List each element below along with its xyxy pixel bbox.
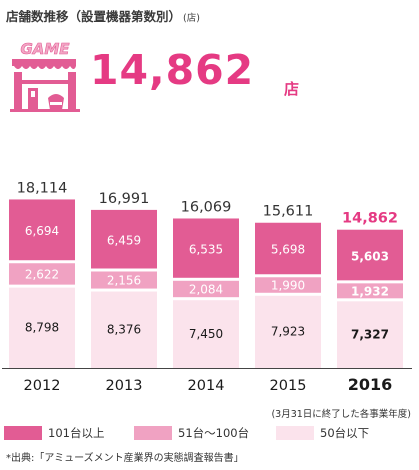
- segment-separator: [91, 288, 157, 292]
- legend-item-top: 101台以上: [4, 424, 104, 442]
- x-tick-label: 2013: [106, 378, 143, 394]
- segment-separator: [255, 274, 321, 278]
- bar-value-label: 5,698: [271, 243, 305, 257]
- segment-separator: [173, 297, 239, 301]
- bar-segment: [9, 286, 75, 368]
- fiscal-year-note: (3月31日に終了した各事業年度): [271, 409, 411, 420]
- bar-value-label: 7,923: [271, 325, 305, 339]
- bar-segment: [173, 218, 239, 280]
- bar-value-label: 6,694: [25, 224, 59, 238]
- chart-legend: 101台以上 51台〜100台 50台以下: [4, 424, 416, 444]
- source-note: *出典:「アミューズメント産業界の実態調査報告書」: [6, 453, 244, 464]
- bar-value-label: 6,459: [107, 233, 141, 247]
- legend-item-low: 50台以下: [276, 424, 369, 442]
- bar-value-label: 2,156: [107, 274, 141, 288]
- bar-segment: [91, 269, 157, 291]
- x-tick-label: 2016: [348, 375, 393, 394]
- bar-segment: [337, 281, 403, 300]
- bar-value-label: 2,084: [189, 282, 223, 296]
- bar-total-label: 18,114: [17, 180, 68, 196]
- bar-value-label: 7,450: [189, 327, 223, 341]
- legend-swatch-low: [276, 426, 314, 440]
- bar-segment: [337, 299, 403, 368]
- game-center-icon: GAME: [10, 40, 80, 112]
- bar-segment: [173, 298, 239, 368]
- bar-total-label: 15,611: [263, 204, 314, 220]
- segment-separator: [91, 268, 157, 272]
- legend-swatch-mid: [134, 426, 172, 440]
- bar-segment: [255, 222, 321, 276]
- bar-total-label: 14,862: [342, 211, 398, 227]
- highlight-value: 14,862: [90, 46, 255, 94]
- chart-title-text: 店舗数推移（設置機器第数別）: [6, 9, 182, 24]
- bar-segment: [255, 294, 321, 368]
- segment-separator: [337, 280, 403, 284]
- stacked-bar-chart: 8,798 2,622 6,694 18,114 2012 8,376 2,156 6,459…: [2, 180, 412, 394]
- x-tick-label: 2015: [270, 378, 307, 394]
- bar-segment: [9, 261, 75, 287]
- bar-value-label: 1,990: [271, 279, 305, 293]
- segment-separator: [9, 284, 75, 288]
- legend-swatch-top: [4, 426, 42, 440]
- bar-value-label: 8,798: [25, 321, 59, 335]
- bar-segment: [173, 279, 239, 299]
- highlight-unit: 店: [284, 80, 300, 98]
- bar-value-label: 2,622: [25, 267, 59, 281]
- bar-value-label: 8,376: [107, 323, 141, 337]
- bar-value-label: 6,535: [189, 242, 223, 256]
- bar-value-label: 5,603: [351, 249, 389, 263]
- legend-label-mid: 51台〜100台: [178, 426, 250, 440]
- segment-separator: [9, 260, 75, 264]
- x-tick-label: 2014: [188, 378, 225, 394]
- legend-item-mid: 51台〜100台: [134, 424, 249, 442]
- bar-total-label: 16,069: [181, 199, 232, 215]
- segment-separator: [255, 292, 321, 296]
- bar-value-label: 1,932: [351, 284, 389, 298]
- bar-segment: [91, 290, 157, 368]
- chart-title-unit: (店): [183, 13, 200, 24]
- bar-segment: [91, 209, 157, 270]
- segment-separator: [173, 277, 239, 281]
- x-tick-label: 2012: [24, 378, 61, 394]
- bar-segment: [337, 229, 403, 282]
- chart-title: 店舗数推移（設置機器第数別） (店): [6, 6, 200, 25]
- bar-segment: [255, 275, 321, 295]
- legend-label-low: 50台以下: [320, 426, 370, 440]
- segment-separator: [337, 298, 403, 302]
- bar-value-label: 7,327: [351, 327, 389, 341]
- legend-label-top: 101台以上: [48, 426, 105, 440]
- bar-total-label: 16,991: [99, 191, 150, 207]
- bar-segment: [9, 199, 75, 262]
- game-icon-label: GAME: [20, 40, 70, 58]
